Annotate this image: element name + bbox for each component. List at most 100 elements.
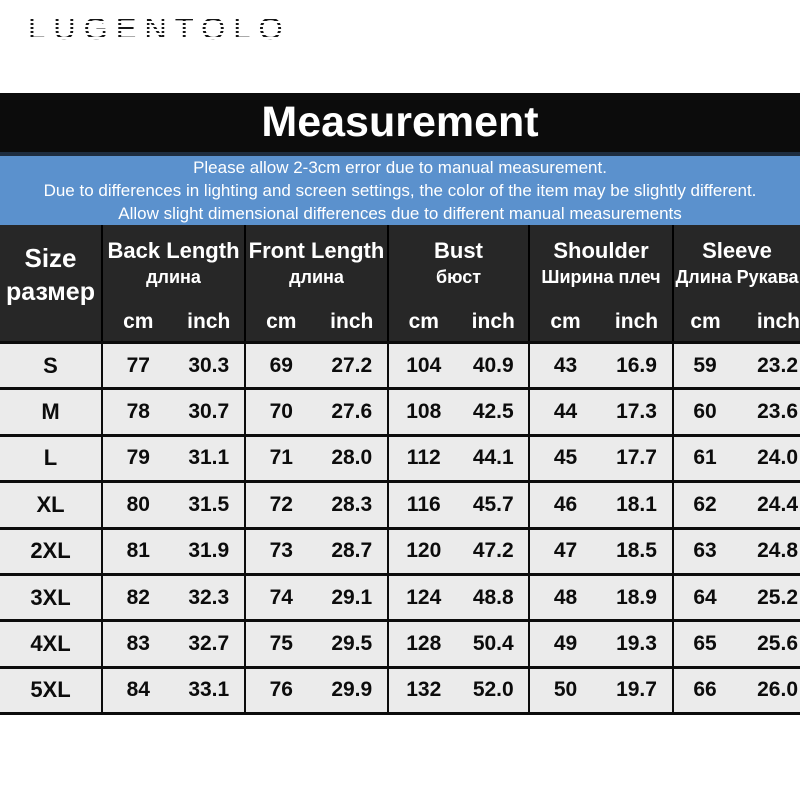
unit-row: cm inch — [530, 288, 672, 341]
value-cm: 77 — [126, 353, 150, 377]
column-title-ru: Ширина плеч — [541, 267, 661, 287]
unit-inch-label: inch — [330, 310, 374, 333]
measurement-cell-group: 81 31.9 — [101, 529, 244, 573]
value-inch: 31.5 — [188, 492, 230, 516]
value-inch: 16.9 — [616, 353, 657, 377]
value-inch: 48.8 — [472, 585, 514, 609]
value-inch: 28.7 — [331, 539, 373, 563]
value-cm: 132 — [406, 678, 442, 702]
size-cell: S — [43, 352, 58, 378]
value-cm: 71 — [269, 446, 293, 470]
size-cell: L — [43, 445, 58, 471]
size-cell: 2XL — [30, 538, 71, 564]
value-inch: 27.6 — [331, 400, 373, 424]
measurement-cell-group: 116 45.7 — [387, 483, 528, 527]
value-inch: 29.9 — [331, 678, 373, 702]
measurement-cell-group: 108 42.5 — [387, 390, 528, 434]
value-inch: 29.5 — [331, 632, 373, 656]
measurement-cell-group: 79 31.1 — [101, 436, 244, 481]
column-title-ru: бюст — [435, 267, 482, 287]
measurement-table: Size размер Back Length длина cm inch Front … — [0, 225, 800, 716]
value-inch: 30.7 — [188, 400, 230, 424]
disclaimer-banner: Please allow 2-3cm error due to manual m… — [0, 152, 800, 225]
measurement-cell-group: 75 29.5 — [244, 622, 387, 666]
column-title-ru: длина — [289, 267, 344, 287]
value-inch: 18.9 — [616, 585, 657, 609]
measurement-cell-group: 62 24.4 — [672, 483, 800, 527]
value-cm: 78 — [126, 400, 150, 424]
value-cm: 76 — [269, 678, 293, 702]
table-row-m: M 78 30.7 70 27.6 108 42.5 44 17.3 60 23.6 — [0, 387, 800, 434]
value-inch: 27.2 — [331, 353, 373, 377]
unit-cm-label: cm — [690, 310, 721, 333]
column-group-header-sleeve: Sleeve Длина Рукава cm inch — [672, 225, 800, 341]
unit-row: cm inch — [103, 288, 244, 341]
value-cm: 73 — [269, 539, 293, 563]
value-cm: 49 — [553, 632, 578, 656]
value-cm: 104 — [406, 353, 442, 377]
measurement-cell-group: 47 18.5 — [528, 529, 672, 573]
value-inch: 47.2 — [472, 539, 514, 563]
measurement-cell-group: 69 27.2 — [244, 344, 387, 388]
value-inch: 32.3 — [188, 585, 230, 609]
measurement-cell-group: 112 44.1 — [387, 436, 528, 481]
value-cm: 120 — [406, 539, 442, 563]
disclaimer-line: Allow slight dimensional differences due… — [118, 203, 682, 223]
size-header-en: Size — [24, 243, 77, 273]
disclaimer-line: Please allow 2-3cm error due to manual m… — [193, 157, 607, 177]
value-cm: 81 — [126, 539, 150, 563]
measurement-cell-group: 65 25.6 — [672, 622, 800, 666]
unit-row: cm inch — [674, 288, 800, 341]
measurement-cell-group: 64 25.2 — [672, 575, 800, 620]
measurement-cell-group: 66 26.0 — [672, 668, 800, 713]
value-cm: 63 — [693, 539, 717, 563]
value-inch: 31.9 — [188, 539, 230, 563]
value-cm: 64 — [693, 585, 717, 609]
measurement-cell-group: 49 19.3 — [528, 622, 672, 666]
brand-logo: LUGENTOLO — [22, 11, 297, 48]
value-cm: 84 — [126, 678, 150, 702]
value-cm: 43 — [553, 353, 578, 377]
measurement-cell-group: 45 17.7 — [528, 436, 672, 481]
value-cm: 124 — [406, 585, 442, 609]
value-inch: 24.8 — [757, 539, 798, 563]
value-cm: 44 — [553, 400, 578, 424]
value-inch: 17.7 — [616, 446, 657, 470]
value-inch: 33.1 — [188, 678, 230, 702]
value-inch: 18.5 — [616, 539, 657, 563]
unit-inch-label: inch — [614, 310, 659, 333]
measurement-cell-group: 44 17.3 — [528, 390, 672, 434]
unit-inch-label: inch — [756, 310, 800, 333]
value-inch: 24.0 — [757, 446, 798, 470]
measurement-cell-group: 60 23.6 — [672, 390, 800, 434]
size-header-ru: размер — [6, 278, 95, 306]
value-cm: 108 — [406, 400, 442, 424]
value-cm: 61 — [693, 446, 717, 470]
measurement-cell-group: 124 48.8 — [387, 575, 528, 620]
value-inch: 28.0 — [331, 446, 373, 470]
table-header-row: Size размер Back Length длина cm inch Front … — [0, 225, 800, 341]
value-cm: 80 — [126, 492, 150, 516]
unit-cm-label: cm — [550, 310, 581, 333]
column-group-header-bust: Bust бюст cm inch — [387, 225, 528, 341]
measurement-cell-group: 59 23.2 — [672, 344, 800, 388]
value-inch: 23.6 — [757, 400, 798, 424]
measurement-cell-group: 132 52.0 — [387, 668, 528, 713]
value-cm: 75 — [269, 632, 293, 656]
value-inch: 40.9 — [472, 353, 514, 377]
column-title-en: Sleeve — [702, 238, 772, 263]
value-cm: 83 — [126, 632, 150, 656]
size-column-header: Size размер — [0, 225, 101, 341]
measurement-cell-group: 73 28.7 — [244, 529, 387, 573]
value-inch: 29.1 — [331, 585, 373, 609]
value-inch: 50.4 — [472, 632, 514, 656]
unit-cm-label: cm — [408, 310, 439, 333]
measurement-cell-group: 43 16.9 — [528, 344, 672, 388]
unit-row: cm inch — [389, 288, 528, 341]
value-cm: 47 — [553, 539, 578, 563]
measurement-cell-group: 46 18.1 — [528, 483, 672, 527]
column-title-en: Bust — [434, 238, 483, 263]
column-group-header-shoulder: Shoulder Ширина плеч cm inch — [528, 225, 672, 341]
value-cm: 112 — [406, 446, 441, 470]
unit-cm-label: cm — [123, 310, 154, 333]
